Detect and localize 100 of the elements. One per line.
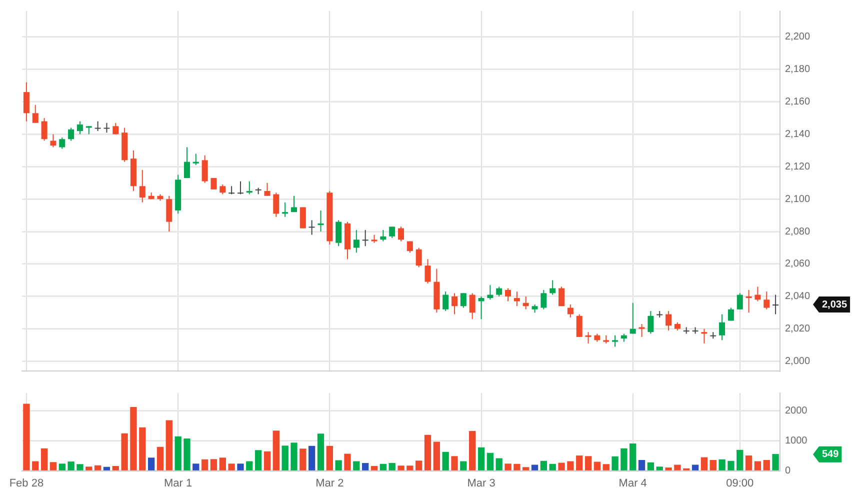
bar xyxy=(558,462,565,470)
y-tick-label: 2,180 xyxy=(785,64,810,76)
bar xyxy=(353,461,360,470)
candlestick xyxy=(41,118,48,142)
candlestick xyxy=(424,258,431,284)
candlestick xyxy=(76,120,83,135)
bar xyxy=(540,460,548,470)
bar xyxy=(50,462,57,470)
y-tick-label: 2,140 xyxy=(785,128,810,140)
bar xyxy=(32,461,39,470)
bar xyxy=(763,460,770,470)
candlestick xyxy=(308,220,315,236)
bar xyxy=(68,461,74,470)
candlestick xyxy=(558,286,565,307)
candlestick xyxy=(764,291,770,310)
candlestick xyxy=(746,289,752,314)
bar xyxy=(362,462,369,470)
bar xyxy=(549,464,556,470)
bar xyxy=(246,461,253,470)
bar xyxy=(388,462,396,470)
bar xyxy=(344,454,351,470)
bar xyxy=(380,464,386,470)
candlestick xyxy=(701,328,708,344)
candlestick xyxy=(166,195,172,232)
bar xyxy=(406,466,414,470)
bar xyxy=(76,464,84,470)
bar xyxy=(237,464,244,470)
candlestick xyxy=(638,323,645,338)
bar xyxy=(317,434,324,470)
bar xyxy=(58,464,66,470)
bar xyxy=(370,466,378,470)
bar xyxy=(228,464,235,470)
candlestick xyxy=(754,286,761,302)
bar xyxy=(647,462,654,470)
bar xyxy=(335,460,342,470)
bar xyxy=(567,461,574,470)
candlestick xyxy=(104,122,110,134)
bar xyxy=(433,442,440,470)
bar xyxy=(264,451,271,470)
bar xyxy=(174,436,182,470)
bar xyxy=(656,466,663,470)
candlestick xyxy=(505,288,512,302)
candlestick xyxy=(94,120,101,132)
bar xyxy=(772,454,779,470)
x-tick-label: Mar 1 xyxy=(164,477,192,490)
bar xyxy=(94,465,102,470)
bar xyxy=(612,456,618,470)
bar xyxy=(478,447,485,470)
bar xyxy=(522,467,530,470)
candlestick xyxy=(567,304,574,318)
candlestick xyxy=(522,296,529,310)
bar xyxy=(469,430,476,470)
bar xyxy=(584,456,592,470)
candlestick xyxy=(772,294,779,315)
candlestick xyxy=(139,169,146,203)
candlestick xyxy=(290,195,297,213)
x-tick-label: 09:00 xyxy=(726,477,754,490)
bar xyxy=(674,464,681,470)
bar xyxy=(620,448,628,470)
candlestick xyxy=(220,184,226,195)
bar xyxy=(192,464,200,470)
bar xyxy=(576,456,583,470)
bar xyxy=(290,442,298,470)
y-tick-label: 2000 xyxy=(785,406,808,417)
candlestick xyxy=(478,296,484,320)
bar xyxy=(103,466,110,470)
x-tick-label: Mar 3 xyxy=(467,477,496,490)
candlestick xyxy=(273,192,280,218)
candlestick xyxy=(59,136,66,150)
candlestick xyxy=(540,289,547,310)
candlestick xyxy=(336,220,342,247)
candlestick xyxy=(300,206,306,229)
candlestick xyxy=(460,292,466,308)
bar xyxy=(594,462,601,470)
bar xyxy=(514,464,520,470)
candlestick xyxy=(237,180,244,195)
bar xyxy=(630,444,636,470)
candlestick xyxy=(210,178,217,190)
bar xyxy=(460,461,467,470)
y-tick-label: 2,060 xyxy=(785,258,810,270)
bar xyxy=(451,456,458,470)
y-tick-label: 1000 xyxy=(785,436,808,447)
bar xyxy=(139,427,146,470)
bar xyxy=(745,456,752,470)
candlestick xyxy=(487,284,494,300)
bar xyxy=(254,450,262,470)
bar xyxy=(210,459,218,470)
x-tick-label: Mar 2 xyxy=(316,477,344,490)
y-tick-label: 2,200 xyxy=(785,32,810,43)
bar xyxy=(272,430,280,470)
bar xyxy=(184,438,190,470)
candlestick xyxy=(666,310,672,331)
bar xyxy=(602,464,610,470)
bar xyxy=(219,458,226,470)
y-tick-label: 2,080 xyxy=(785,226,810,238)
candlestick xyxy=(736,292,743,310)
bar xyxy=(754,461,762,470)
bar xyxy=(700,457,708,470)
bar xyxy=(148,458,155,470)
candlestick xyxy=(318,210,324,232)
